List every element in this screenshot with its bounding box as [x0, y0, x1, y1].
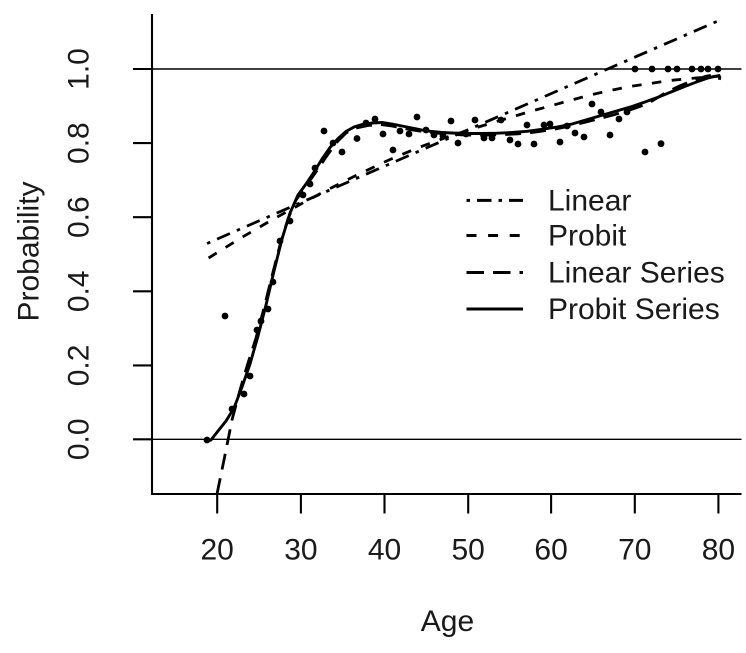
svg-text:0.6: 0.6: [63, 196, 96, 238]
svg-text:70: 70: [618, 534, 651, 567]
svg-text:Probability: Probability: [13, 181, 46, 321]
svg-text:Linear Series: Linear Series: [548, 257, 725, 290]
svg-text:80: 80: [702, 534, 735, 567]
svg-text:0.4: 0.4: [63, 270, 96, 312]
svg-text:Probit Series: Probit Series: [548, 293, 720, 326]
svg-text:0.2: 0.2: [63, 345, 96, 387]
svg-text:1.0: 1.0: [63, 48, 96, 90]
svg-text:0.8: 0.8: [63, 122, 96, 164]
svg-text:20: 20: [201, 534, 234, 567]
svg-text:Probit: Probit: [548, 220, 627, 253]
svg-text:60: 60: [534, 534, 567, 567]
svg-text:Linear: Linear: [548, 185, 631, 218]
svg-text:Age: Age: [421, 605, 474, 638]
svg-text:30: 30: [284, 534, 317, 567]
svg-text:40: 40: [368, 534, 401, 567]
svg-text:50: 50: [452, 534, 485, 567]
svg-text:0.0: 0.0: [63, 418, 96, 460]
